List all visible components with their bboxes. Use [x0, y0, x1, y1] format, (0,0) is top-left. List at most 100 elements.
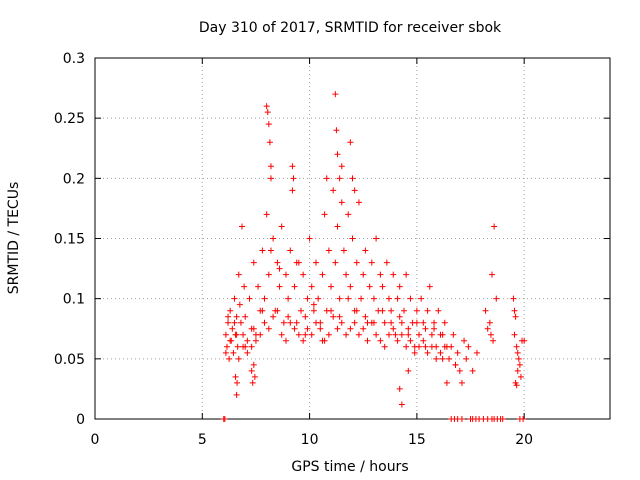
data-point [405, 367, 412, 374]
data-point [274, 259, 281, 266]
data-point [222, 349, 229, 356]
data-point [338, 163, 345, 170]
data-point [396, 313, 403, 320]
grid-layer [95, 58, 610, 419]
data-point [521, 337, 528, 344]
data-point [232, 373, 239, 380]
data-point [308, 283, 315, 290]
data-point [231, 319, 238, 326]
data-point [456, 367, 463, 374]
data-point [274, 307, 281, 314]
data-point [340, 247, 347, 254]
y-axis-label: SRMTID / TECUs [6, 182, 22, 295]
data-point [388, 319, 395, 326]
data-point [300, 337, 307, 344]
data-point [259, 247, 266, 254]
data-point [452, 361, 459, 368]
data-point [225, 319, 232, 326]
data-point [252, 337, 259, 344]
data-point [276, 283, 283, 290]
data-point [416, 331, 423, 338]
x-tick-label: 10 [301, 432, 319, 448]
data-point [233, 391, 240, 398]
data-point [338, 319, 345, 326]
data-point [473, 349, 480, 356]
data-point [323, 175, 330, 182]
data-point [263, 103, 270, 110]
data-point [426, 283, 433, 290]
data-point [398, 331, 405, 338]
data-point [250, 325, 257, 332]
y-tick-label: 0.2 [63, 171, 85, 187]
data-point [383, 259, 390, 266]
data-point [435, 307, 442, 314]
data-point [441, 343, 448, 350]
data-point [287, 319, 294, 326]
data-point [237, 319, 244, 326]
data-point [242, 313, 249, 320]
data-point [242, 343, 249, 350]
data-point [385, 295, 392, 302]
data-point [439, 355, 446, 362]
data-point [343, 271, 350, 278]
data-point [310, 301, 317, 308]
data-point [511, 331, 518, 338]
data-point [398, 401, 405, 408]
data-point [313, 319, 320, 326]
data-point [240, 331, 247, 338]
data-point [516, 361, 523, 368]
data-point [379, 283, 386, 290]
data-point [304, 295, 311, 302]
data-point [265, 121, 272, 128]
data-point [250, 361, 257, 368]
y-tick-label: 0.25 [54, 111, 85, 127]
data-point [313, 259, 320, 266]
data-point [450, 331, 457, 338]
data-point [461, 337, 468, 344]
data-point [420, 337, 427, 344]
data-point [441, 319, 448, 326]
data-point [437, 349, 444, 356]
data-point [360, 271, 367, 278]
data-point [244, 349, 251, 356]
data-point [405, 331, 412, 338]
data-point [330, 313, 337, 320]
data-point [418, 295, 425, 302]
data-point [291, 325, 298, 332]
data-point [358, 295, 365, 302]
data-point [424, 349, 431, 356]
data-point [362, 313, 369, 320]
y-tick-label: 0.1 [63, 292, 85, 308]
data-point [278, 223, 285, 230]
data-point [325, 331, 332, 338]
data-point [328, 283, 335, 290]
data-point [487, 331, 494, 338]
data-point [241, 283, 248, 290]
data-point [443, 379, 450, 386]
data-point [285, 295, 292, 302]
data-point [511, 307, 518, 314]
data-point [263, 211, 270, 218]
data-point [407, 337, 414, 344]
data-point [261, 319, 268, 326]
data-point [488, 271, 495, 278]
data-point [347, 139, 354, 146]
data-point [433, 355, 440, 362]
data-point [230, 349, 237, 356]
data-point [390, 325, 397, 332]
data-point [282, 271, 289, 278]
data-point [250, 259, 257, 266]
data-point [334, 223, 341, 230]
data-point [298, 307, 304, 314]
data-point [353, 259, 360, 266]
data-point [370, 295, 377, 302]
data-point [349, 175, 356, 182]
data-point [413, 307, 420, 314]
data-point [285, 313, 292, 320]
data-point [336, 295, 343, 302]
tick-layer: 0 0.05 0.1 0.15 0.2 0.25 0.3 0 5 10 15 20 [54, 51, 610, 448]
x-tick-label: 0 [91, 432, 100, 448]
data-point [345, 295, 352, 302]
x-tick-label: 15 [408, 432, 426, 448]
data-point [293, 259, 300, 266]
